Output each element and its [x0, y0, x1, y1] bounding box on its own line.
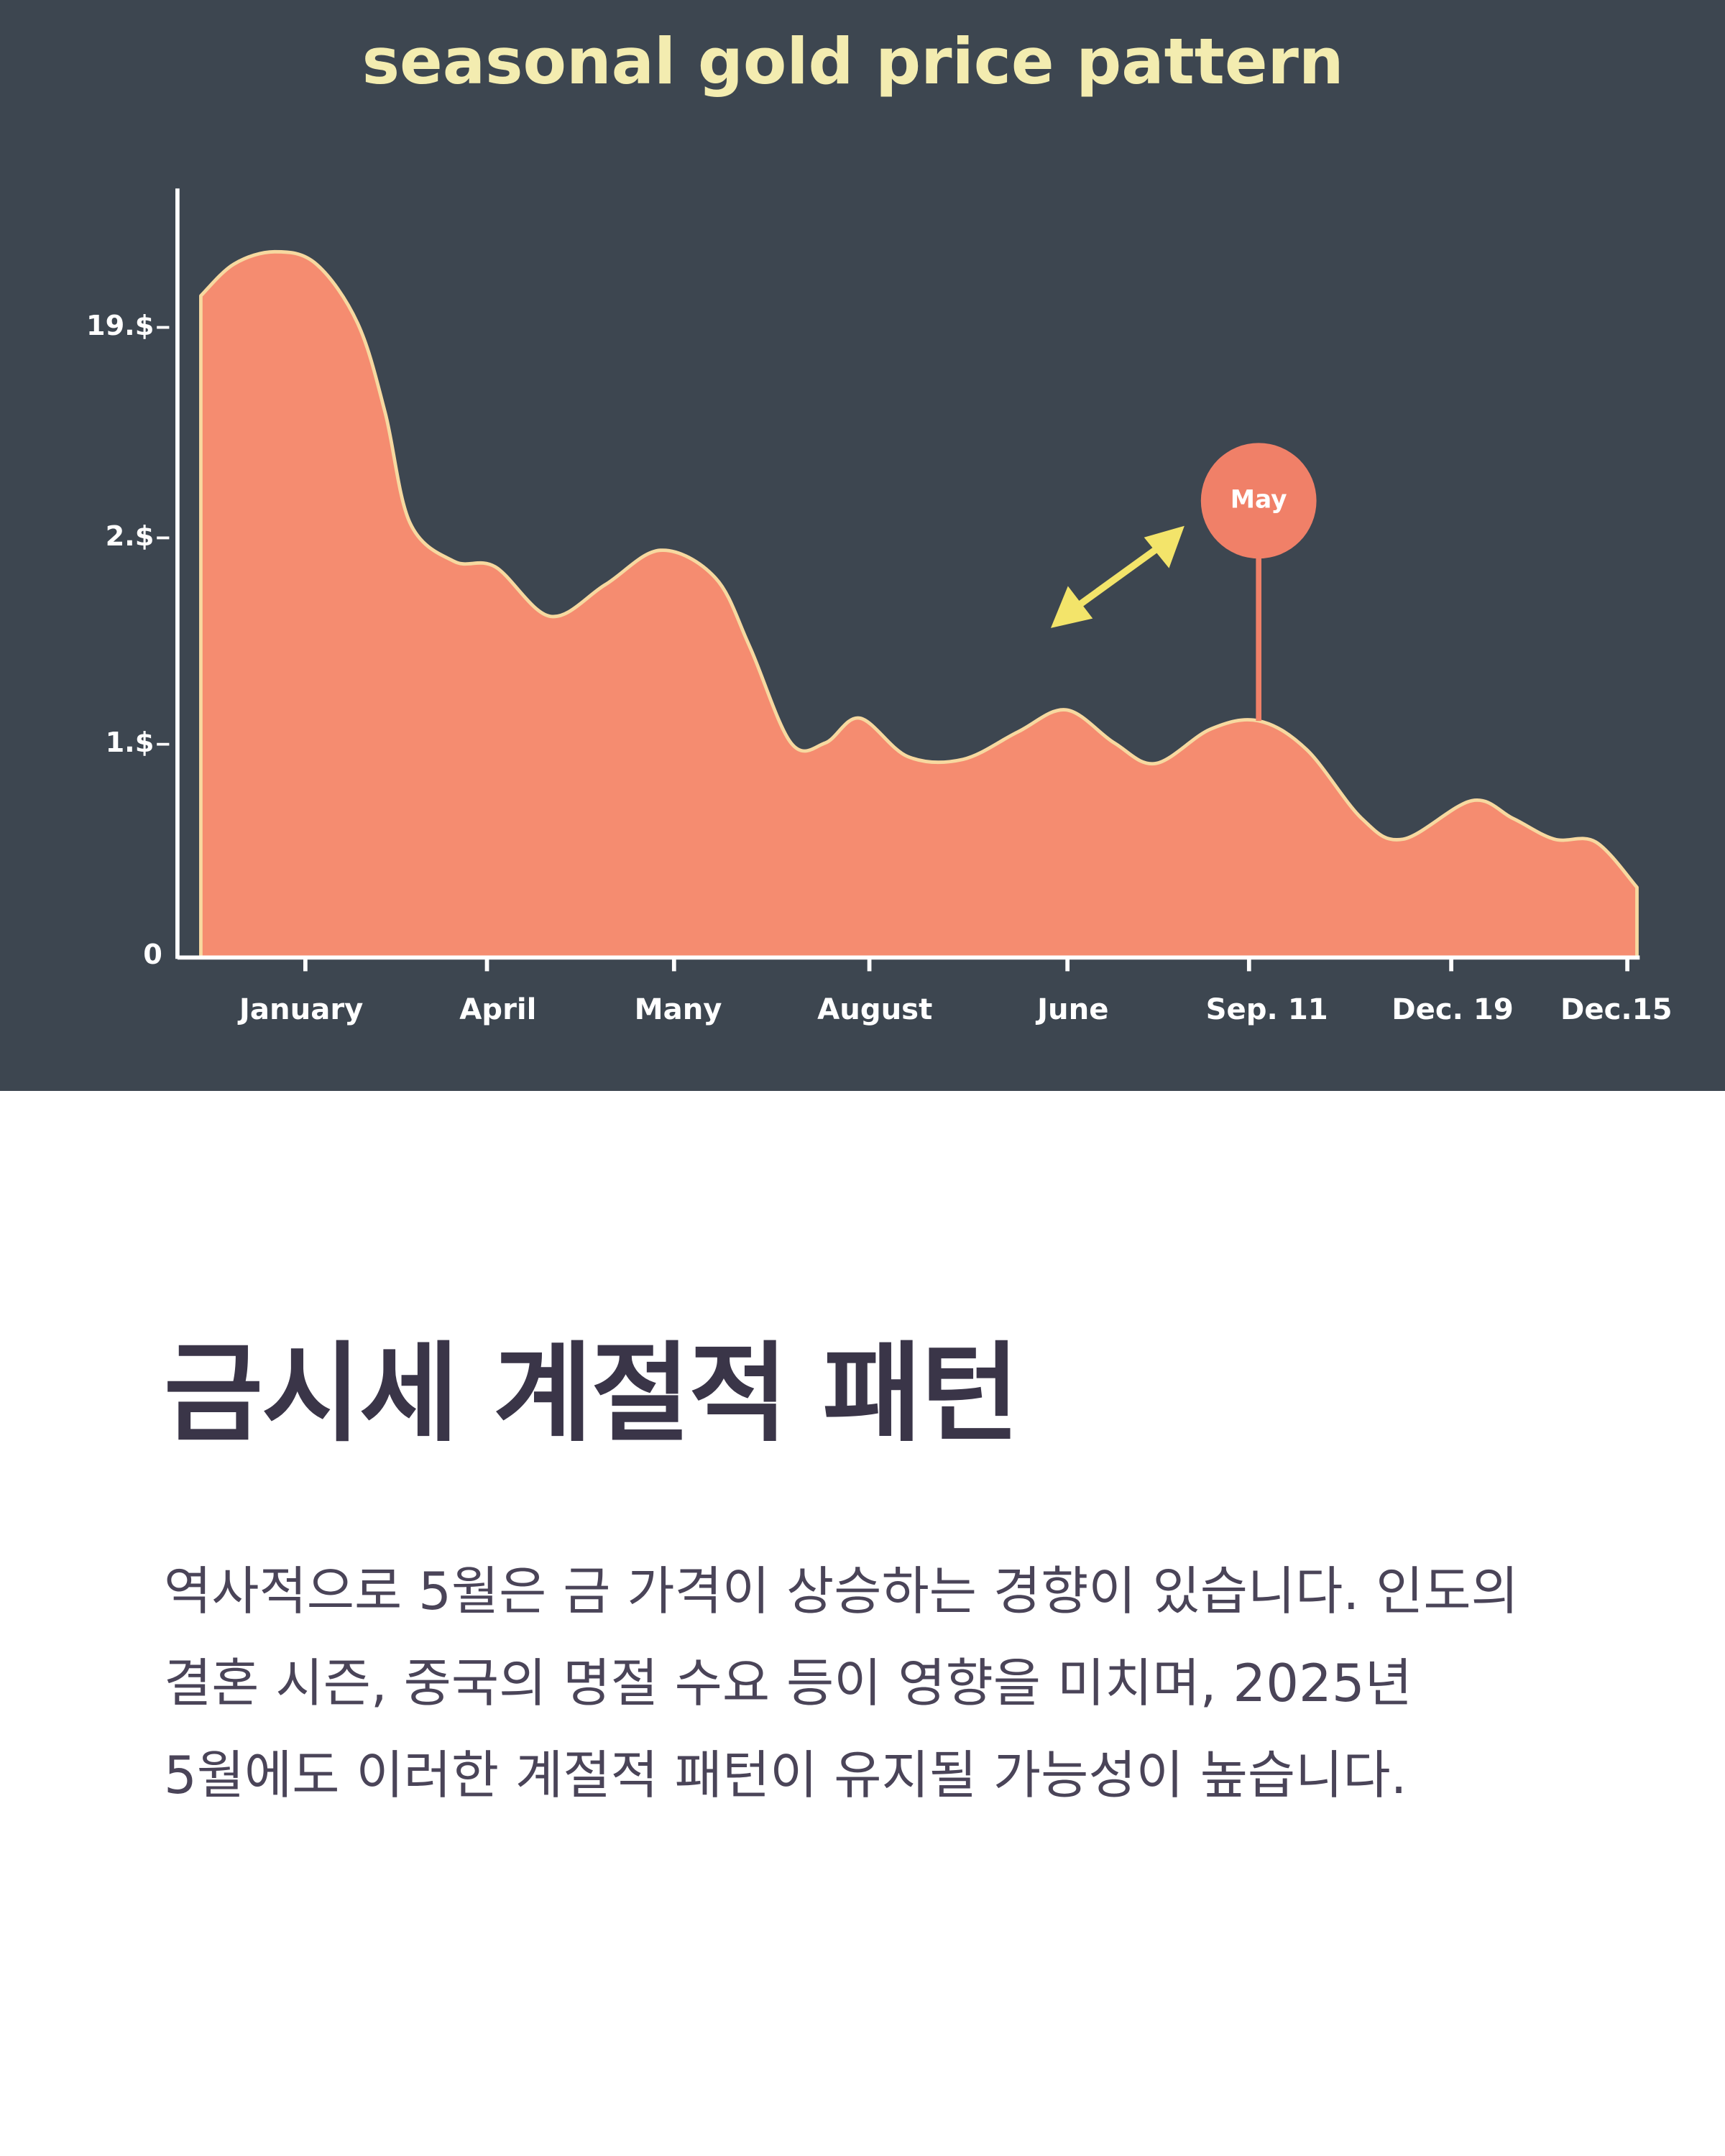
arrow-shaft: [1071, 542, 1165, 612]
x-label: Many: [635, 993, 722, 1026]
chart-title: seasonal gold price pattern: [362, 24, 1344, 98]
area: [199, 249, 1639, 959]
marker-circle: [1200, 443, 1317, 559]
x-labels: January April Many August June Sep. 11 Dec. 19…: [237, 957, 1673, 1026]
y-label: 19.$: [86, 310, 154, 342]
y-label: 1.$: [106, 727, 155, 759]
y-label: 2.$: [106, 520, 155, 553]
x-label: June: [1035, 993, 1108, 1026]
heading: 금시세 계절적 패턴: [164, 1332, 1019, 1457]
y-label: 0: [143, 939, 162, 971]
arrow-head: [1144, 525, 1184, 568]
x-label: Sep. 11: [1206, 993, 1328, 1026]
x-label: April: [459, 993, 536, 1026]
x-label: Dec.15: [1560, 993, 1673, 1026]
chart-image: seasonal gold price pattern 19.$2.$1.$0 …: [0, 0, 1725, 1091]
x-label: January: [237, 993, 363, 1026]
paragraph: 역사적으로 5월은 금 가격이 상승하는 경향이 있습니다. 인도의 결혼 시즌…: [164, 1561, 1519, 1805]
y-labels: 19.$ 2.$ 1.$ 0: [86, 310, 170, 971]
arrow: [1050, 525, 1184, 628]
arrow-head: [1050, 586, 1093, 628]
x-label: August: [817, 993, 932, 1026]
x-label: Dec. 19: [1392, 993, 1514, 1026]
marker-label: May: [1230, 485, 1287, 514]
